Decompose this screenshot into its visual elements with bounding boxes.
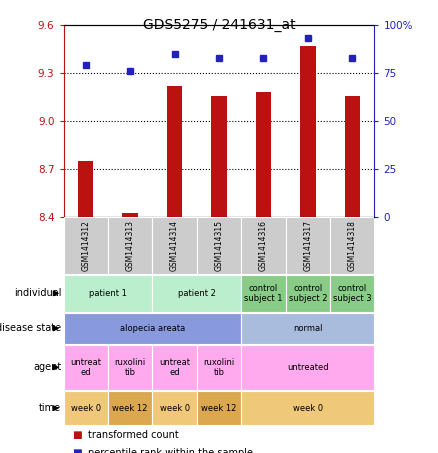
Text: GSM1414313: GSM1414313 <box>126 220 134 271</box>
Text: patient 2: patient 2 <box>178 289 216 298</box>
Bar <box>286 275 330 312</box>
Bar <box>330 217 374 274</box>
Bar <box>286 217 330 274</box>
Bar <box>108 217 152 274</box>
Bar <box>78 161 93 217</box>
Bar <box>64 275 152 312</box>
Text: GSM1414317: GSM1414317 <box>304 220 312 271</box>
Bar <box>64 217 108 274</box>
Text: individual: individual <box>14 288 61 299</box>
Bar <box>300 46 316 217</box>
Bar <box>122 212 138 217</box>
Text: GSM1414312: GSM1414312 <box>81 220 90 271</box>
Text: ruxolini
tib: ruxolini tib <box>203 358 235 377</box>
Bar <box>167 86 182 217</box>
Bar <box>152 275 241 312</box>
Text: GSM1414316: GSM1414316 <box>259 220 268 271</box>
Text: week 12: week 12 <box>113 404 148 413</box>
Bar <box>152 217 197 274</box>
Text: week 0: week 0 <box>71 404 101 413</box>
Text: GSM1414315: GSM1414315 <box>215 220 223 271</box>
Bar <box>330 275 374 312</box>
Text: untreat
ed: untreat ed <box>159 358 190 377</box>
Bar <box>345 96 360 217</box>
Bar <box>211 96 227 217</box>
Bar <box>241 275 286 312</box>
Text: percentile rank within the sample: percentile rank within the sample <box>88 448 253 453</box>
Bar <box>64 345 108 390</box>
Text: GSM1414314: GSM1414314 <box>170 220 179 271</box>
Bar <box>197 345 241 390</box>
Bar <box>64 313 241 344</box>
Text: GSM1414318: GSM1414318 <box>348 220 357 271</box>
Text: alopecia areata: alopecia areata <box>120 324 185 333</box>
Bar <box>197 217 241 274</box>
Text: control
subject 2: control subject 2 <box>289 284 327 303</box>
Bar <box>197 391 241 425</box>
Bar <box>152 345 197 390</box>
Text: ■: ■ <box>72 448 82 453</box>
Text: disease state: disease state <box>0 323 61 333</box>
Text: transformed count: transformed count <box>88 430 178 440</box>
Bar <box>64 391 108 425</box>
Text: control
subject 1: control subject 1 <box>244 284 283 303</box>
Text: week 12: week 12 <box>201 404 237 413</box>
Text: untreated: untreated <box>287 363 328 372</box>
Text: agent: agent <box>33 362 61 372</box>
Bar <box>241 217 286 274</box>
Text: GDS5275 / 241631_at: GDS5275 / 241631_at <box>143 18 295 32</box>
Text: time: time <box>39 403 61 413</box>
Text: week 0: week 0 <box>293 404 323 413</box>
Text: week 0: week 0 <box>159 404 190 413</box>
Bar <box>241 313 374 344</box>
Bar <box>241 345 374 390</box>
Text: untreat
ed: untreat ed <box>70 358 101 377</box>
Bar <box>152 391 197 425</box>
Bar <box>108 391 152 425</box>
Text: ruxolini
tib: ruxolini tib <box>114 358 146 377</box>
Bar <box>108 345 152 390</box>
Bar <box>241 391 374 425</box>
Text: control
subject 3: control subject 3 <box>333 284 371 303</box>
Text: ■: ■ <box>72 430 82 440</box>
Bar <box>256 92 271 217</box>
Text: normal: normal <box>293 324 323 333</box>
Text: patient 1: patient 1 <box>89 289 127 298</box>
